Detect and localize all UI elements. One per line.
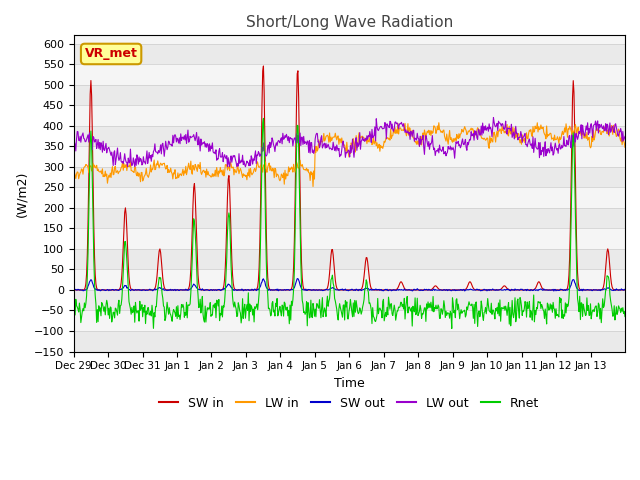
Bar bbox=[74, 331, 625, 351]
SW out bbox=[134, 287, 142, 293]
Text: VR_met: VR_met bbox=[84, 48, 138, 60]
LW in bbox=[284, 173, 292, 179]
SW in bbox=[264, 275, 271, 280]
LW in bbox=[236, 168, 244, 173]
Rnet bbox=[407, 308, 415, 314]
SW in bbox=[134, 287, 142, 293]
Rnet bbox=[621, 314, 629, 320]
Bar bbox=[74, 84, 625, 105]
Bar bbox=[74, 290, 625, 311]
LW out bbox=[407, 128, 415, 134]
LW in bbox=[407, 133, 415, 139]
Legend: SW in, LW in, SW out, LW out, Rnet: SW in, LW in, SW out, LW out, Rnet bbox=[154, 392, 544, 415]
LW in bbox=[263, 169, 271, 175]
Line: SW out: SW out bbox=[74, 279, 625, 291]
Bar bbox=[74, 167, 625, 187]
LW out bbox=[70, 145, 77, 151]
SW out bbox=[621, 287, 629, 292]
Bar bbox=[74, 208, 625, 228]
Rnet bbox=[285, 307, 292, 313]
LW out bbox=[621, 133, 629, 139]
Line: SW in: SW in bbox=[74, 66, 625, 290]
Bar bbox=[74, 249, 625, 269]
LW in bbox=[621, 144, 629, 150]
LW in bbox=[134, 173, 142, 179]
LW out bbox=[135, 154, 143, 160]
LW out bbox=[490, 115, 497, 120]
Bar bbox=[74, 126, 625, 146]
Rnet bbox=[260, 116, 268, 121]
LW out bbox=[124, 164, 131, 169]
Line: LW out: LW out bbox=[74, 118, 625, 167]
SW out bbox=[236, 287, 244, 293]
SW in bbox=[260, 63, 268, 69]
SW out bbox=[263, 286, 271, 291]
SW out bbox=[438, 287, 445, 293]
Rnet bbox=[438, 307, 445, 312]
SW out bbox=[550, 288, 557, 294]
Line: LW in: LW in bbox=[74, 123, 625, 187]
SW in bbox=[285, 287, 292, 293]
Rnet bbox=[448, 325, 456, 331]
LW in bbox=[435, 120, 443, 126]
SW out bbox=[407, 288, 415, 293]
Rnet bbox=[264, 291, 271, 297]
SW in bbox=[407, 287, 415, 293]
Y-axis label: (W/m2): (W/m2) bbox=[15, 170, 28, 216]
LW in bbox=[70, 178, 77, 184]
Rnet bbox=[70, 306, 77, 312]
LW out bbox=[285, 133, 292, 139]
SW in bbox=[621, 287, 629, 293]
SW out bbox=[70, 287, 77, 293]
SW out bbox=[284, 287, 292, 292]
SW out bbox=[294, 276, 302, 282]
LW out bbox=[264, 144, 271, 149]
Rnet bbox=[236, 308, 244, 313]
LW out bbox=[438, 148, 445, 154]
LW out bbox=[237, 159, 244, 165]
LW in bbox=[438, 130, 446, 135]
Title: Short/Long Wave Radiation: Short/Long Wave Radiation bbox=[246, 15, 453, 30]
SW in bbox=[70, 287, 77, 293]
LW in bbox=[309, 184, 317, 190]
X-axis label: Time: Time bbox=[334, 377, 365, 390]
SW in bbox=[438, 287, 445, 293]
Line: Rnet: Rnet bbox=[74, 119, 625, 328]
Rnet bbox=[134, 308, 142, 313]
Bar bbox=[74, 44, 625, 64]
SW in bbox=[236, 287, 244, 293]
